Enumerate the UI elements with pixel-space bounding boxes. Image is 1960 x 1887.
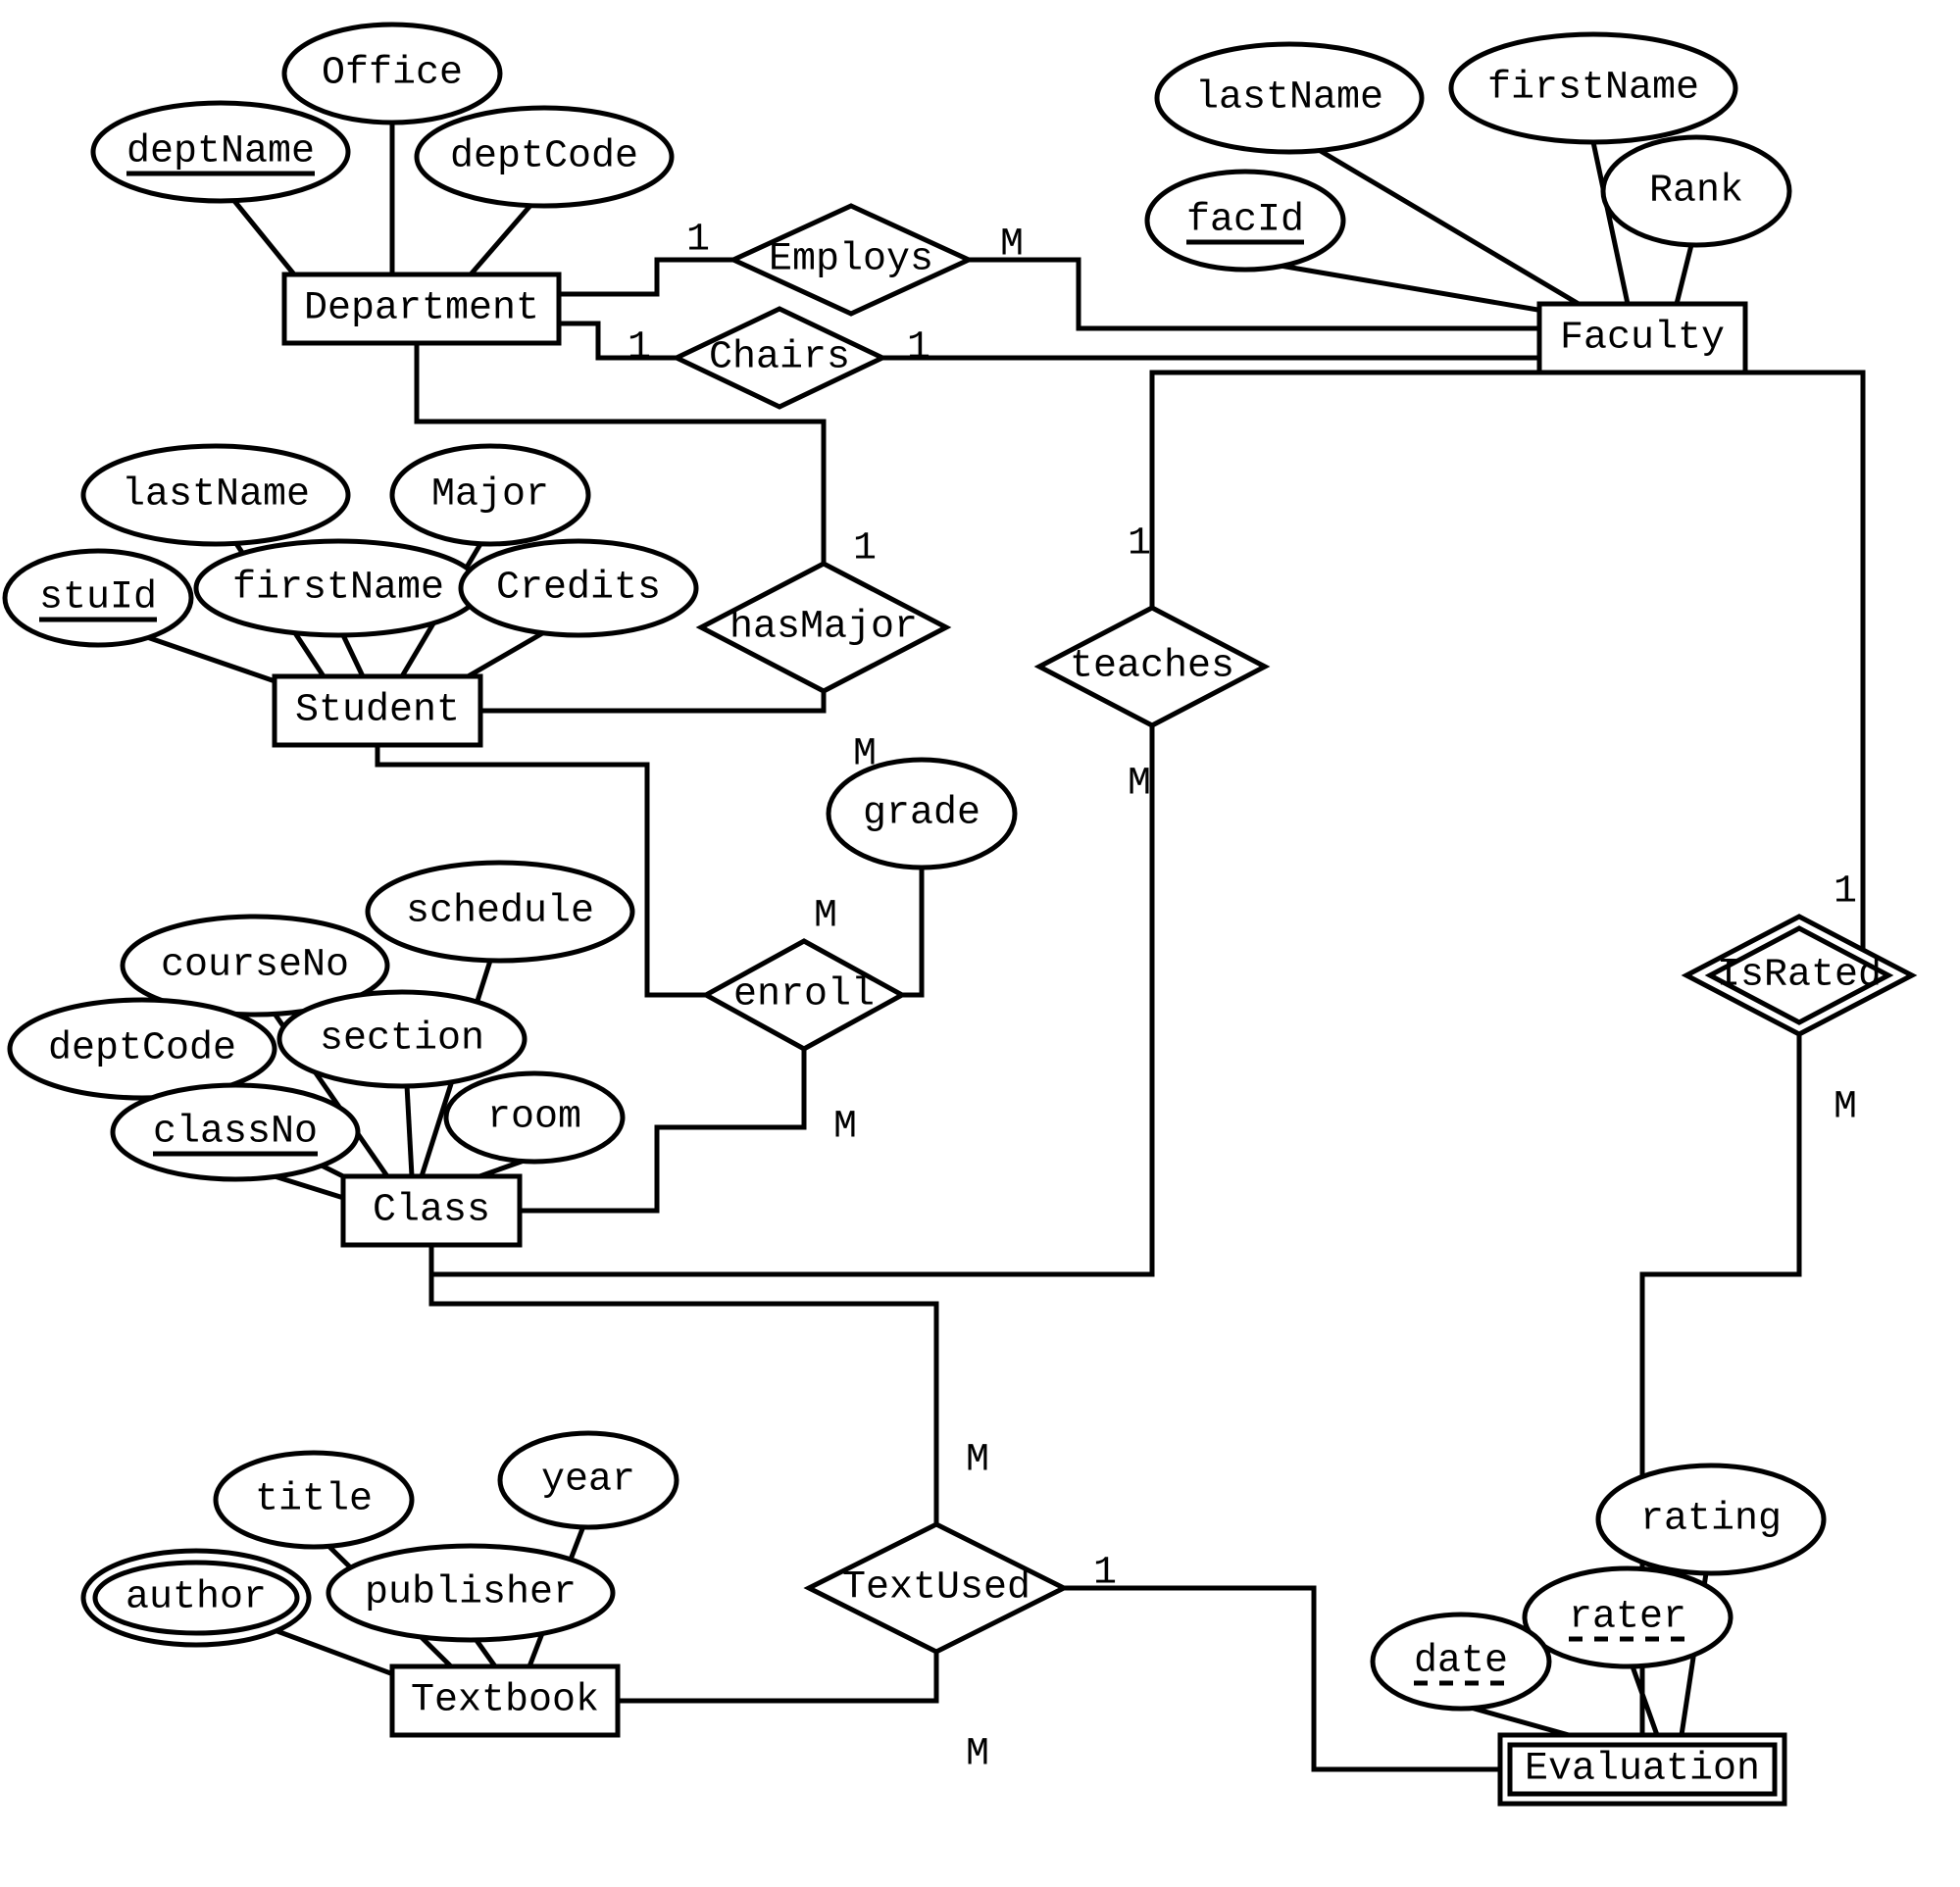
attr-label-txt_publisher: publisher [365, 1571, 577, 1615]
entity-class: Class [343, 1176, 520, 1245]
entity-label-department: Department [304, 287, 539, 331]
attr-txt_author: author [83, 1551, 309, 1645]
cardinality-5: M [853, 733, 877, 777]
attr-label-dept_deptCode: deptCode [450, 135, 638, 179]
attr-label-fac_rank: Rank [1649, 170, 1743, 214]
attr-label-stu_stuId: stuId [39, 576, 157, 621]
rel-label-hasMajor: hasMajor [729, 606, 918, 650]
attr-label-cls_courseNo: courseNo [161, 944, 349, 988]
attr-fac_facId: facId [1147, 172, 1343, 270]
cardinality-10: M [966, 1439, 989, 1483]
attr-ev_date: date [1373, 1614, 1549, 1709]
attr-label-fac_lastName: lastName [1195, 76, 1383, 121]
cardinality-13: 1 [1834, 870, 1857, 915]
attr-label-txt_author: author [126, 1576, 267, 1620]
cardinality-1: M [1000, 223, 1024, 268]
entity-faculty: Faculty [1539, 304, 1745, 372]
attr-label-cls_deptCode: deptCode [48, 1027, 236, 1071]
er-diagram: deptNameOffice deptCode lastName firstName f… [0, 0, 1960, 1887]
attr-dept_deptName: deptName [93, 103, 348, 201]
attr-stu_stuId: stuId [5, 551, 191, 645]
attr-stu_lastName: lastName [83, 446, 348, 544]
attr-label-stu_lastName: lastName [122, 473, 310, 518]
attr-cls_section: section [279, 992, 525, 1086]
attr-label-ev_rating: rating [1640, 1498, 1782, 1542]
attr-label-cls_room: room [487, 1096, 581, 1140]
attr-label-dept_deptName: deptName [126, 130, 315, 174]
cardinality-6: 1 [1128, 522, 1151, 567]
cardinality-12: 1 [1093, 1552, 1117, 1596]
rel-label-chairs: Chairs [709, 336, 850, 380]
entity-label-student: Student [295, 689, 460, 733]
attr-label-ev_date: date [1414, 1640, 1508, 1684]
attr-label-stu_credits: Credits [496, 567, 661, 611]
entity-evaluation: Evaluation [1500, 1735, 1784, 1804]
attr-label-enroll_grade: grade [863, 792, 980, 836]
attr-label-txt_title: title [255, 1478, 373, 1522]
attr-fac_firstName: firstName [1451, 34, 1735, 142]
cardinality-4: 1 [853, 527, 877, 571]
cardinality-8: M [814, 895, 837, 939]
rel-label-teaches: teaches [1070, 645, 1234, 689]
attr-label-fac_facId: facId [1186, 199, 1304, 243]
attr-dept_deptCode: deptCode [417, 108, 672, 206]
rel-label-isRated: IsRated [1717, 954, 1882, 998]
rel-label-enroll: enroll [733, 973, 875, 1018]
cardinality-0: 1 [686, 219, 710, 263]
attr-ev_rating: rating [1598, 1465, 1824, 1573]
cardinality-14: M [1834, 1086, 1857, 1130]
cardinality-3: 1 [907, 326, 930, 371]
entity-label-class: Class [373, 1189, 490, 1233]
attr-stu_major: Major [392, 446, 588, 544]
entity-student: Student [275, 676, 480, 745]
attr-cls_schedule: schedule [368, 863, 632, 961]
attr-cls_room: room [446, 1073, 623, 1162]
entity-label-textbook: Textbook [411, 1679, 599, 1723]
cardinality-2: 1 [628, 326, 651, 371]
attr-txt_title: title [216, 1453, 412, 1547]
attr-label-stu_major: Major [431, 473, 549, 518]
entity-label-faculty: Faculty [1560, 317, 1725, 361]
entity-textbook: Textbook [392, 1666, 618, 1735]
attr-fac_rank: Rank [1603, 137, 1789, 245]
cardinality-9: M [833, 1106, 857, 1150]
attr-fac_lastName: lastName [1157, 44, 1422, 152]
attr-dept_office: Office [284, 25, 500, 123]
entity-department: Department [284, 274, 559, 343]
attr-txt_year: year [500, 1433, 677, 1527]
cardinality-7: M [1128, 763, 1151, 807]
attr-label-cls_classNo: classNo [153, 1111, 318, 1155]
attr-label-ev_rater: rater [1569, 1596, 1686, 1640]
attr-txt_publisher: publisher [328, 1546, 613, 1640]
attr-ev_rater: rater [1525, 1568, 1731, 1666]
attr-label-cls_section: section [320, 1018, 484, 1062]
rel-label-textUsed: TextUsed [842, 1566, 1030, 1611]
attr-label-dept_office: Office [322, 52, 463, 96]
attr-label-txt_year: year [541, 1459, 635, 1503]
attr-stu_credits: Credits [461, 541, 696, 635]
attr-cls_classNo: classNo [113, 1085, 358, 1179]
attr-label-fac_firstName: firstName [1487, 67, 1699, 111]
rel-label-employs: Employs [769, 238, 933, 282]
attr-label-stu_firstName: firstName [232, 567, 444, 611]
attr-stu_firstName: firstName [196, 541, 480, 635]
attr-label-cls_schedule: schedule [406, 890, 594, 934]
entity-label-evaluation: Evaluation [1525, 1748, 1760, 1792]
cardinality-11: M [966, 1733, 989, 1777]
